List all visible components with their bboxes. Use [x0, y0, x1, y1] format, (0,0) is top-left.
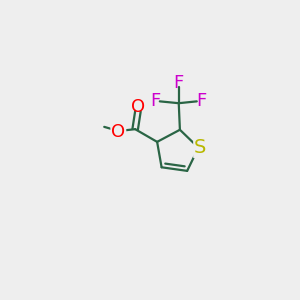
Text: F: F — [174, 74, 184, 92]
Text: F: F — [150, 92, 160, 110]
Text: O: O — [111, 123, 125, 141]
Text: F: F — [196, 92, 206, 110]
Text: O: O — [131, 98, 145, 116]
Text: S: S — [194, 138, 206, 157]
